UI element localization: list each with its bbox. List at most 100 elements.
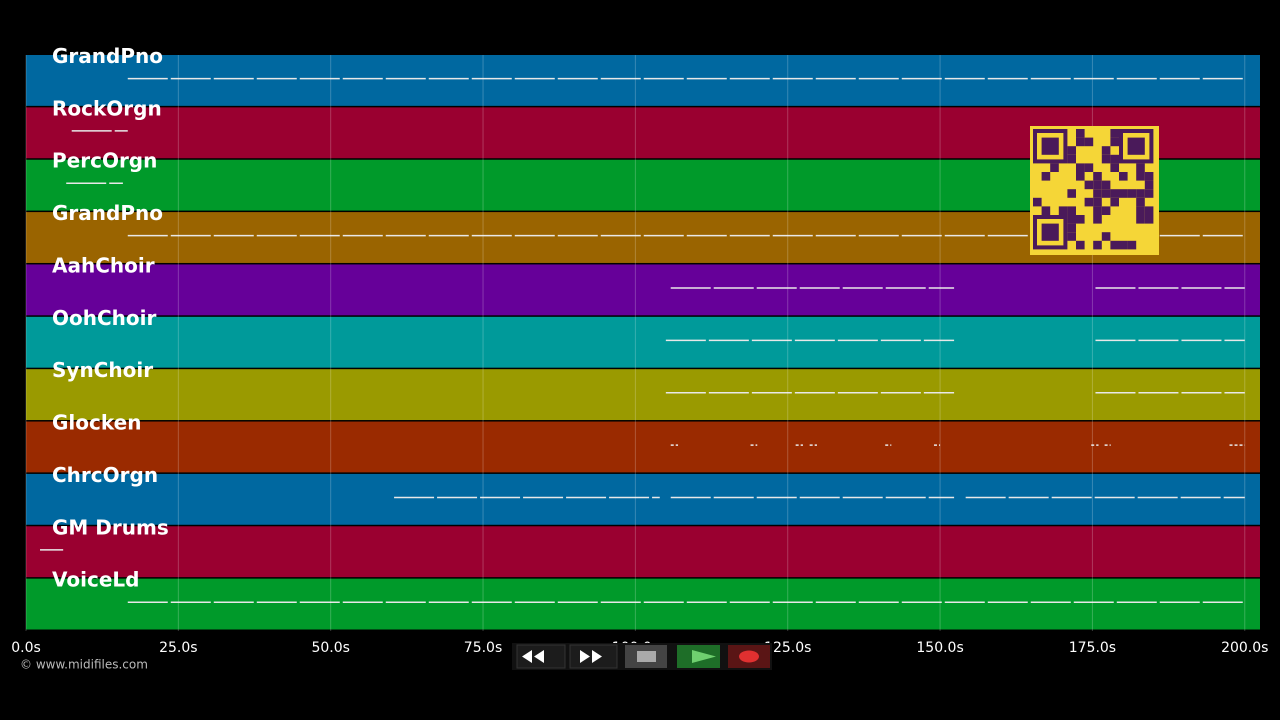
qr-cell bbox=[1127, 240, 1137, 250]
x-tick-label: 150.0s bbox=[916, 640, 963, 656]
transport-controls bbox=[512, 643, 772, 670]
track-lane bbox=[26, 526, 1260, 578]
track-lane bbox=[26, 578, 1260, 630]
track-name: GrandPno bbox=[52, 201, 163, 225]
qr-cell bbox=[1076, 172, 1085, 181]
qr-cell bbox=[1033, 197, 1042, 207]
x-tick-label: 0.0s bbox=[11, 640, 41, 656]
track-lane bbox=[26, 473, 1260, 525]
qr-cell bbox=[1110, 137, 1119, 147]
qr-cell bbox=[1076, 215, 1085, 224]
qr-cell bbox=[1101, 180, 1111, 190]
qr-cell bbox=[1067, 223, 1076, 233]
stop-button[interactable] bbox=[625, 645, 667, 668]
qr-cell bbox=[1067, 215, 1076, 224]
qr-cell bbox=[1101, 232, 1111, 241]
qr-cell bbox=[1144, 206, 1154, 215]
qr-finder bbox=[1119, 129, 1154, 164]
qr-cell bbox=[1110, 129, 1119, 138]
qr-cell bbox=[1119, 240, 1128, 250]
play-button[interactable] bbox=[677, 645, 720, 668]
qr-cell bbox=[1084, 137, 1094, 147]
track-lane bbox=[26, 421, 1260, 473]
qr-cell bbox=[1110, 163, 1119, 172]
qr-cell bbox=[1110, 189, 1119, 198]
stop-icon bbox=[637, 651, 656, 662]
qr-cell bbox=[1136, 189, 1145, 198]
qr-cell bbox=[1076, 163, 1085, 172]
qr-cell bbox=[1110, 240, 1119, 250]
qr-cell bbox=[1144, 189, 1154, 198]
x-tick-label: 75.0s bbox=[464, 640, 502, 656]
track-name: RockOrgn bbox=[52, 96, 162, 120]
qr-cell bbox=[1076, 240, 1085, 250]
qr-cell bbox=[1136, 172, 1145, 181]
qr-cell bbox=[1084, 180, 1094, 190]
rewind-button[interactable] bbox=[516, 644, 566, 669]
track-lane bbox=[26, 55, 1260, 106]
qr-cell bbox=[1127, 189, 1137, 198]
qr-cell bbox=[1119, 189, 1128, 198]
qr-cell bbox=[1067, 154, 1076, 164]
qr-cell bbox=[1136, 215, 1145, 224]
record-button[interactable] bbox=[728, 645, 770, 668]
qr-cell bbox=[1093, 215, 1102, 224]
qr-cell bbox=[1076, 137, 1085, 147]
qr-cell bbox=[1110, 154, 1119, 164]
qr-finder bbox=[1033, 215, 1068, 250]
x-tick-label: 25.0s bbox=[159, 640, 197, 656]
copyright: © www.midifiles.com bbox=[20, 658, 148, 672]
qr-cell bbox=[1076, 129, 1085, 138]
qr-cell bbox=[1093, 172, 1102, 181]
qr-cell bbox=[1084, 197, 1094, 207]
track-name: GM Drums bbox=[52, 515, 169, 539]
qr-cell bbox=[1101, 206, 1111, 215]
qr-cell bbox=[1093, 180, 1102, 190]
track-name: Glocken bbox=[52, 411, 141, 435]
qr-cell bbox=[1093, 240, 1102, 250]
track-name: ChrcOrgn bbox=[52, 463, 158, 487]
qr-finder-core bbox=[1041, 223, 1059, 241]
track-name: AahChoir bbox=[52, 253, 155, 277]
play-icon bbox=[692, 650, 716, 663]
qr-cell bbox=[1093, 197, 1102, 207]
qr-cell bbox=[1136, 206, 1145, 215]
forward-button[interactable] bbox=[569, 644, 618, 669]
qr-finder-core bbox=[1041, 137, 1059, 155]
qr-cell bbox=[1067, 146, 1076, 155]
qr-cell bbox=[1084, 163, 1094, 172]
qr-cell bbox=[1119, 172, 1128, 181]
qr-cell bbox=[1144, 172, 1154, 181]
qr-cell bbox=[1093, 189, 1102, 198]
track-name: VoiceLd bbox=[52, 568, 139, 592]
qr-cell bbox=[1101, 146, 1111, 155]
track-lane bbox=[26, 264, 1260, 316]
record-icon bbox=[739, 650, 759, 663]
qr-finder bbox=[1033, 129, 1068, 164]
qr-cell bbox=[1050, 163, 1059, 172]
qr-code bbox=[1030, 126, 1159, 255]
qr-cell bbox=[1101, 189, 1111, 198]
qr-cell bbox=[1041, 206, 1051, 215]
x-tick-label: 175.0s bbox=[1069, 640, 1116, 656]
track-lane bbox=[26, 369, 1260, 421]
forward-icon bbox=[580, 650, 602, 663]
track-lane bbox=[26, 316, 1260, 368]
x-tick-label: 200.0s bbox=[1221, 640, 1268, 656]
qr-cell bbox=[1067, 189, 1076, 198]
track-name: SynChoir bbox=[52, 358, 153, 382]
qr-cell bbox=[1110, 197, 1119, 207]
qr-cell bbox=[1136, 197, 1145, 207]
x-tick-label: 125.0s bbox=[764, 640, 811, 656]
rewind-icon bbox=[522, 650, 544, 663]
x-tick-label: 50.0s bbox=[311, 640, 349, 656]
track-name: GrandPno bbox=[52, 44, 163, 68]
qr-cell bbox=[1136, 163, 1145, 172]
track-name: OohChoir bbox=[52, 306, 156, 330]
track-name: PercOrgn bbox=[52, 149, 157, 173]
qr-cell bbox=[1144, 180, 1154, 190]
qr-cell bbox=[1058, 206, 1068, 215]
qr-cell bbox=[1067, 232, 1076, 241]
